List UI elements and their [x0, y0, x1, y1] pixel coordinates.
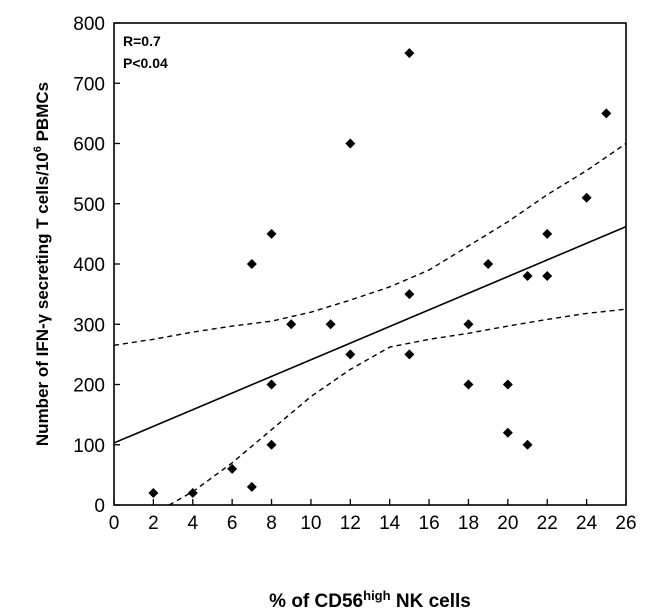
data-point-20 [522, 271, 533, 282]
stat-r: R=0.7 [123, 33, 161, 49]
x-axis-title-part-2: NK cells [391, 591, 471, 612]
x-tick-label-0: 0 [109, 513, 120, 534]
data-point-16 [463, 379, 474, 390]
x-tick-label-7: 14 [379, 513, 401, 534]
regression-line [113, 225, 627, 444]
confidence-bands [113, 142, 627, 506]
data-point-13 [404, 289, 415, 300]
y-axis-title: Number of IFN-γ secreting T cells/106 PB… [32, 82, 52, 446]
y-axis-title-gamma: γ [33, 313, 52, 323]
y-tick-label-0: 0 [94, 496, 105, 517]
x-axis-title-part-1: % of CD56 [269, 591, 363, 612]
x-tick-label-1: 2 [148, 513, 159, 534]
x-tick-label-3: 6 [227, 513, 238, 534]
y-axis-title-part-2: secreting T cells/10 [33, 152, 52, 314]
y-tick-label-6: 600 [73, 135, 105, 156]
y-tick-label-7: 700 [73, 74, 105, 95]
data-point-6 [266, 379, 277, 390]
y-tick-label-4: 400 [73, 255, 105, 276]
plot-frame [113, 22, 627, 506]
data-point-11 [345, 349, 356, 360]
data-point-18 [502, 379, 513, 390]
stat-p: P<0.04 [123, 55, 168, 71]
x-tick-labels: 0 2 4 6 8 10 12 14 16 18 20 22 24 26 [109, 513, 637, 534]
x-tick-label-13: 26 [615, 513, 636, 534]
data-point-24 [581, 192, 592, 203]
x-tick-label-8: 16 [419, 513, 440, 534]
x-axis-title: % of CD56high NK cells [269, 588, 471, 612]
data-point-23 [542, 271, 553, 282]
data-point-19 [502, 427, 513, 438]
data-point-9 [325, 319, 336, 330]
data-point-10 [345, 138, 356, 149]
x-tick-label-2: 4 [187, 513, 198, 534]
y-tick-label-8: 800 [73, 14, 105, 35]
confidence-band-upper [113, 142, 627, 346]
data-point-1 [187, 487, 198, 498]
x-axis-title-superscript: high [363, 588, 390, 603]
data-point-15 [463, 319, 474, 330]
tick-marks [113, 22, 627, 506]
y-tick-label-5: 500 [73, 195, 105, 216]
y-tick-label-1: 100 [73, 436, 105, 457]
data-point-3 [246, 481, 257, 492]
data-point-4 [246, 259, 257, 269]
data-point-2 [227, 463, 238, 474]
y-tick-label-2: 200 [73, 376, 105, 397]
x-tick-label-4: 8 [266, 513, 277, 534]
data-point-0 [148, 487, 159, 498]
y-axis-title-exponent: 6 [32, 146, 44, 152]
data-point-14 [404, 349, 415, 360]
data-point-12 [404, 48, 415, 59]
data-point-7 [266, 439, 277, 450]
data-point-5 [266, 228, 277, 239]
data-point-17 [483, 259, 494, 269]
confidence-band-lower [168, 308, 627, 506]
data-points [148, 48, 612, 498]
y-tick-labels: 0 100 200 300 400 500 600 700 800 [73, 14, 105, 517]
x-tick-label-5: 10 [300, 513, 321, 534]
y-tick-label-3: 300 [73, 315, 105, 336]
x-tick-label-6: 12 [340, 513, 361, 534]
x-tick-label-9: 18 [458, 513, 479, 534]
data-point-22 [542, 228, 553, 239]
x-tick-label-10: 20 [497, 513, 518, 534]
data-point-8 [286, 319, 297, 330]
x-tick-label-12: 24 [576, 513, 598, 534]
regression-line-group [113, 225, 627, 444]
data-point-25 [601, 108, 612, 119]
x-tick-label-11: 22 [537, 513, 558, 534]
y-axis-title-part-3: PBMCs [33, 82, 52, 146]
data-point-21 [522, 439, 533, 450]
y-axis-title-part-1: Number of IFN- [33, 323, 52, 446]
